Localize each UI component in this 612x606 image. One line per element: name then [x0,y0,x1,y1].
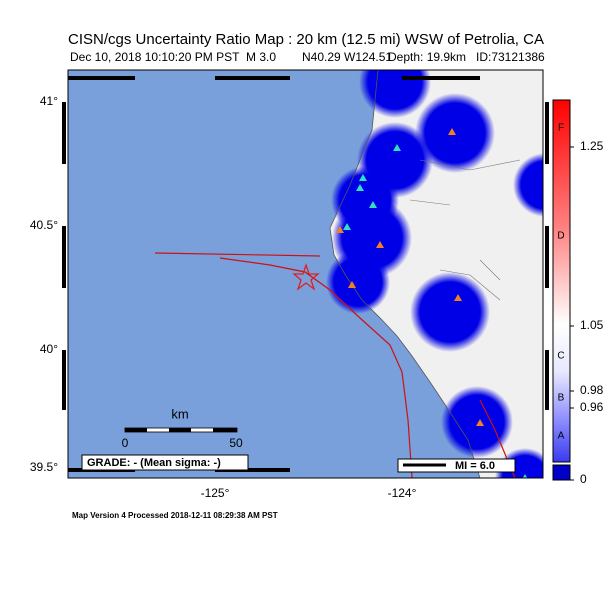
stations-alt [343,144,528,478]
magnitude: M 3.0 [246,50,276,64]
coverage [326,70,543,478]
mi-legend: MI = 6.0 [455,460,495,472]
scale-start: 0 [122,436,129,450]
cbar-tick: 1.25 [580,139,604,153]
cbar-tick: 1.05 [580,318,604,332]
scale-end: 50 [229,436,243,450]
lat-label: 39.5° [30,460,58,474]
lat-label: 40.5° [30,218,58,232]
lon-label: -125° [201,486,230,500]
scale-unit: km [171,406,188,421]
colorbar-zero [552,464,571,481]
depth: Depth: 19.9km [388,50,466,64]
mi-box [397,458,516,473]
cbar-letter: A [558,431,565,442]
date: Dec 10, 2018 10:10:20 PM PST [70,50,240,64]
event-id: ID:73121386 [476,50,545,64]
title: CISN/cgs Uncertainty Ratio Map : 20 km (… [68,31,544,48]
location: N40.29 W124.51 [302,50,392,64]
lon-label: -124° [388,486,417,500]
map-area [68,70,543,478]
stations [336,128,484,426]
cbar-letter: C [557,351,564,362]
map-frame [67,69,544,479]
lat-label: 40° [40,342,58,356]
footer: Map Version 4 Processed 2018-12-11 08:29… [72,511,278,520]
grade: GRADE: - (Mean sigma: -) [87,457,221,469]
lat-label: 41° [40,94,58,108]
cbar-letter: B [558,393,565,404]
epicenter [292,262,320,291]
cbar-tick: 0.98 [580,383,604,397]
cbar-letter: F [558,123,564,134]
cbar-tick: 0.96 [580,400,604,414]
cbar-letter: D [557,231,564,242]
colorbar [552,99,571,463]
cbar-tick: 0 [580,472,587,486]
grade-box [81,454,249,471]
